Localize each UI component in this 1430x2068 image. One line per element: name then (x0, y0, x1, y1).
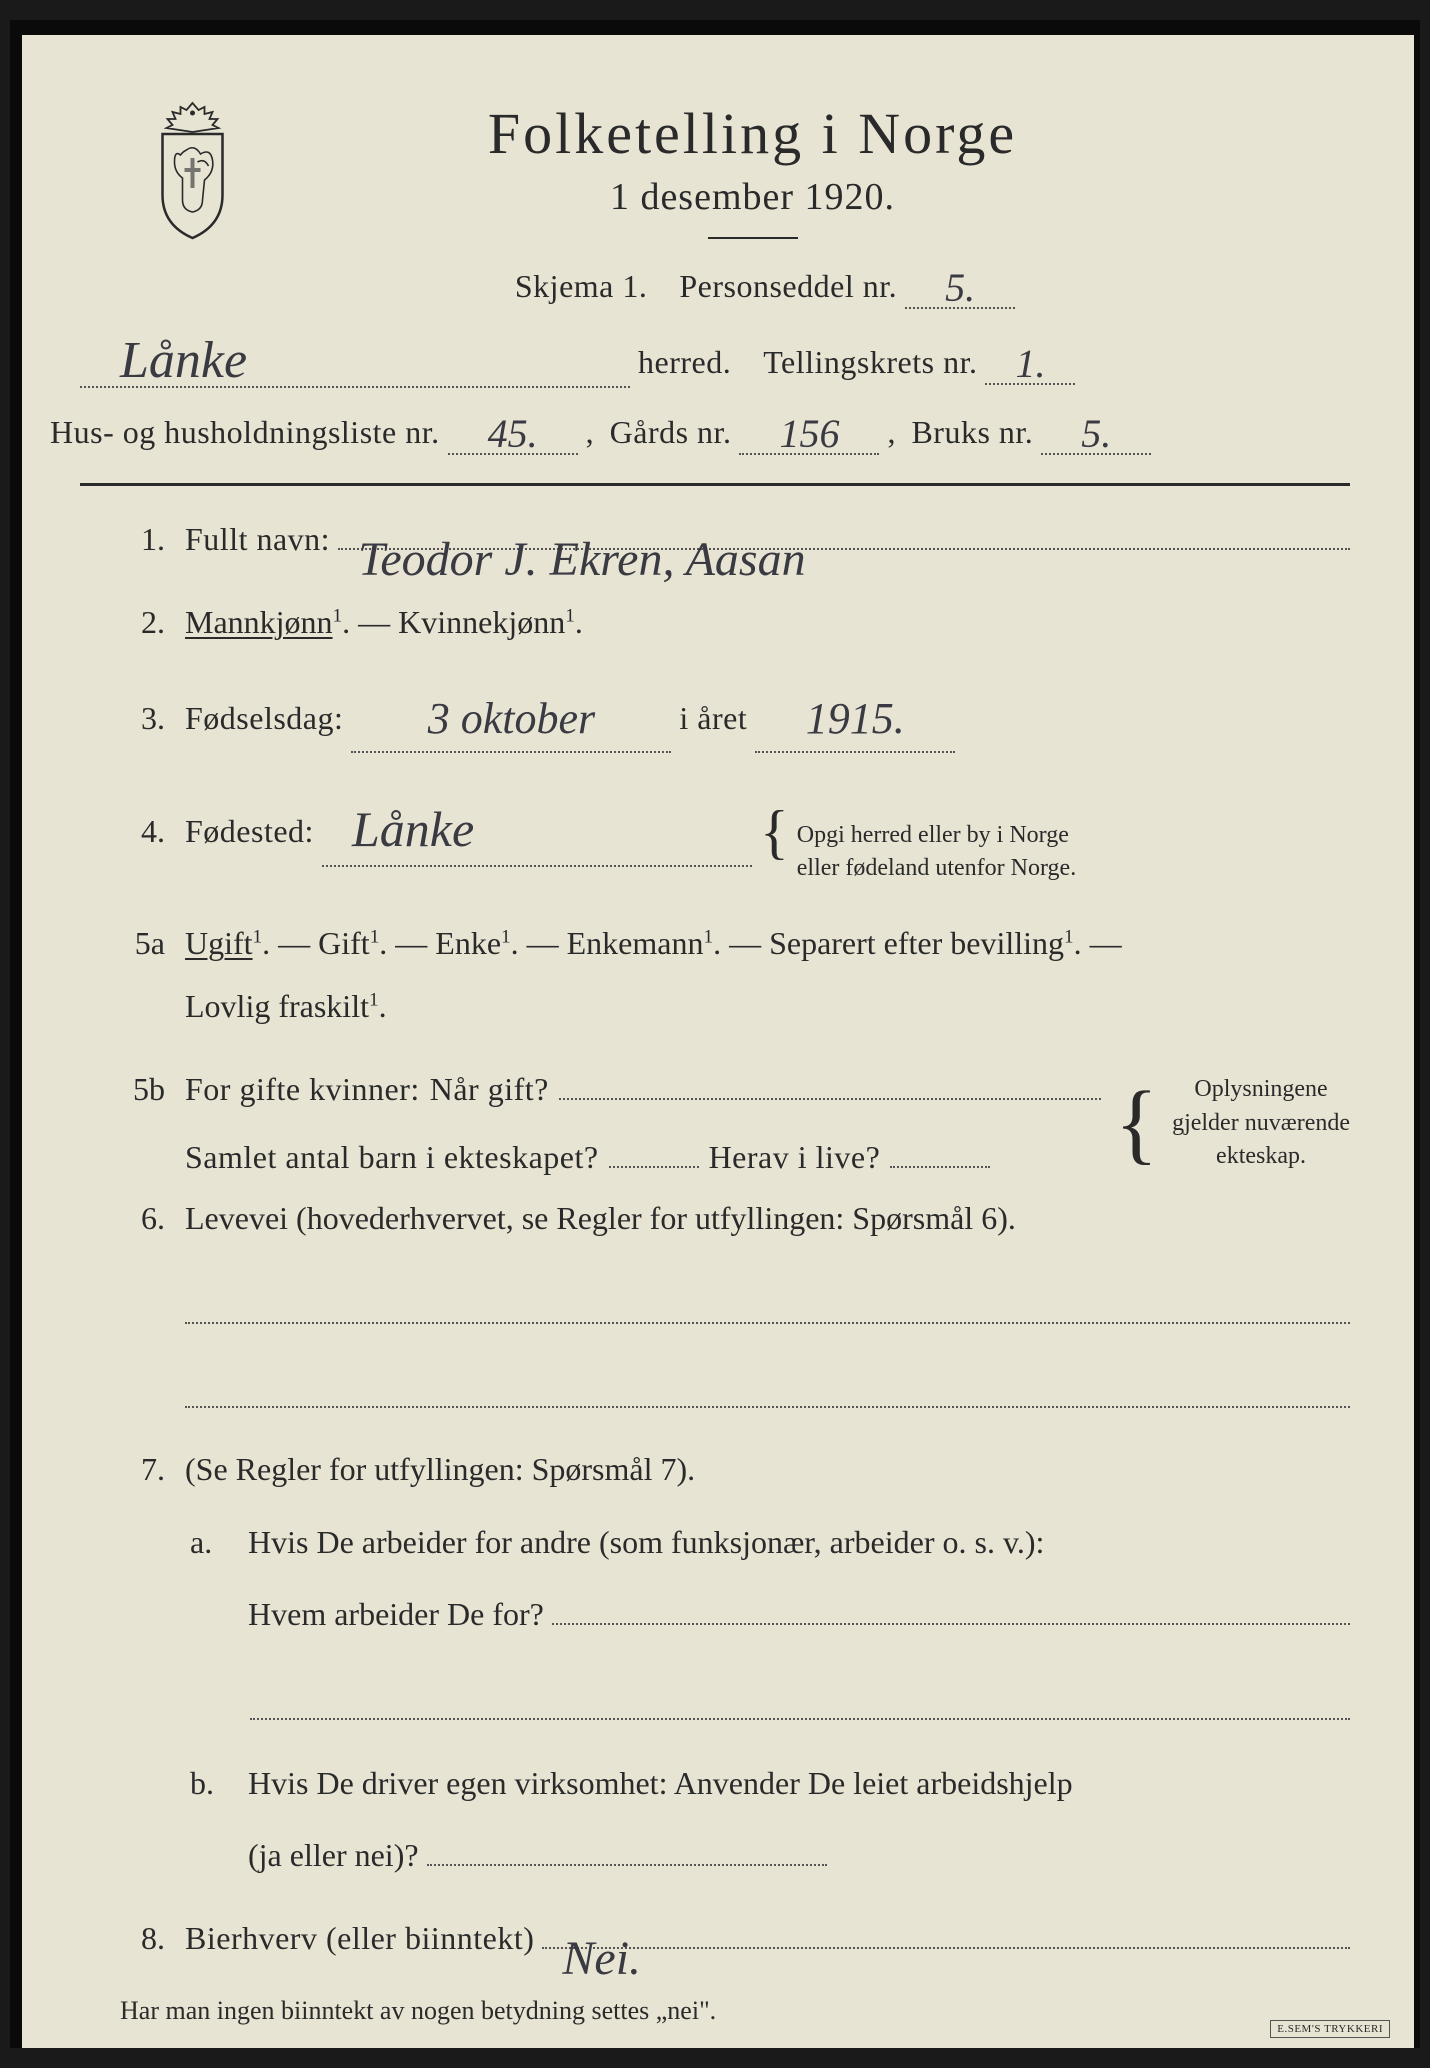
footnote: Har man ingen biinntekt av nogen betydni… (80, 1996, 1350, 2026)
husliste-label: Hus- og husholdningsliste nr. (50, 414, 440, 451)
q5a-opt-separert: Separert efter bevilling (769, 925, 1064, 961)
q3-year-label: i året (679, 693, 747, 744)
bruks-value: 5. (1081, 411, 1111, 456)
scan-border-top (10, 20, 1420, 35)
q7a-letter: a. (190, 1515, 230, 1642)
q7-num: 7. (110, 1444, 165, 1495)
husliste-value: 45. (488, 411, 538, 456)
q4: 4. Fødested: Lånke { Opgi herred eller b… (110, 785, 1350, 886)
schema-label: Skjema 1. (515, 268, 647, 305)
census-form-page: Folketelling i Norge 1 desember 1920. Sk… (10, 20, 1420, 2048)
q7a-blank (250, 1672, 1350, 1720)
q3-num: 3. (110, 693, 165, 744)
husliste-line: Hus- og husholdningsliste nr. 45. , Gård… (50, 406, 1350, 455)
printer-mark: E.SEM'S TRYKKERI (1270, 2020, 1390, 2038)
tellingskrets-value: 1. (1015, 341, 1045, 386)
q5b-note: Oplysningene gjelder nuværende ekteskap. (1172, 1073, 1350, 1174)
q5b-label1: For gifte kvinner: (185, 1064, 420, 1115)
q5b-label4: Herav i live? (709, 1132, 881, 1183)
scan-border-left (10, 20, 22, 2048)
q6: 6. Levevei (hovederhvervet, se Regler fo… (110, 1193, 1350, 1244)
q7b-letter: b. (190, 1756, 230, 1883)
q6-text: Levevei (hovederhvervet, se Regler for u… (185, 1200, 1016, 1236)
herred-value: Lånke (120, 332, 247, 389)
q5a-num: 5a (110, 918, 165, 969)
title-rule (708, 237, 798, 239)
q2: 2. Mannkjønn1. — Kvinnekjønn1. (110, 597, 1350, 648)
q5a-opt-gift: Gift (318, 925, 370, 961)
q6-blank2 (185, 1360, 1350, 1408)
q5b-label2: Når gift? (430, 1064, 549, 1115)
q5a-opt-enke: Enke (435, 925, 501, 961)
schema-line: Skjema 1. Personseddel nr. 5. (80, 260, 1350, 309)
q8-value: Nei. (562, 1921, 641, 1953)
q7a: a. Hvis De arbeider for andre (som funks… (110, 1515, 1350, 1642)
q3-year-value: 1915. (806, 694, 905, 743)
divider (80, 483, 1350, 486)
q1: 1. Fullt navn: Teodor J. Ekren, Aasan (110, 514, 1350, 565)
q6-blank1 (185, 1276, 1350, 1324)
tellingskrets-label: Tellingskrets nr. (763, 344, 977, 381)
q5a: 5a Ugift1. — Gift1. — Enke1. — Enkemann1… (110, 918, 1350, 969)
coat-of-arms-icon (140, 100, 245, 240)
bruks-label: Bruks nr. (911, 414, 1033, 451)
q7b-text1: Hvis De driver egen virksomhet: Anvender… (248, 1756, 1350, 1810)
brace-icon: { (760, 808, 789, 856)
q8-label: Bierhverv (eller biinntekt) (185, 1913, 534, 1964)
title-block: Folketelling i Norge 1 desember 1920. (275, 100, 1350, 239)
herred-label: herred. (638, 344, 731, 381)
q4-value: Lånke (352, 801, 474, 857)
q4-note: Opgi herred eller by i Norge eller fødel… (797, 819, 1076, 886)
gards-value: 156 (779, 411, 839, 456)
q7-intro: (Se Regler for utfyllingen: Spørsmål 7). (185, 1451, 695, 1487)
q8: 8. Bierhverv (eller biinntekt) Nei. (110, 1913, 1350, 1964)
form-header: Folketelling i Norge 1 desember 1920. (80, 100, 1350, 240)
q7: 7. (Se Regler for utfyllingen: Spørsmål … (110, 1444, 1350, 1495)
q1-label: Fullt navn: (185, 514, 330, 565)
q5a-opt-fraskilt: Lovlig fraskilt (185, 988, 369, 1024)
q4-label: Fødested: (185, 806, 314, 857)
q2-num: 2. (110, 597, 165, 648)
q1-num: 1. (110, 514, 165, 565)
q1-value: Teodor J. Ekren, Aasan (358, 522, 806, 554)
questions-block: 1. Fullt navn: Teodor J. Ekren, Aasan 2.… (80, 514, 1350, 1964)
herred-line: Lånke herred. Tellingskrets nr. 1. (80, 327, 1350, 388)
subtitle: 1 desember 1920. (275, 175, 1230, 219)
q8-num: 8. (110, 1913, 165, 1964)
q5a-opt-ugift: Ugift (185, 925, 253, 961)
q4-num: 4. (110, 806, 165, 857)
q2-opt2: Kvinnekjønn (398, 604, 565, 640)
personseddel-label: Personseddel nr. (679, 268, 897, 305)
scan-border-right (1414, 20, 1420, 2048)
gards-label: Gårds nr. (610, 414, 732, 451)
q5b-num: 5b (110, 1064, 165, 1115)
q5a-line2: Lovlig fraskilt1. (110, 981, 1350, 1032)
q7b: b. Hvis De driver egen virksomhet: Anven… (110, 1756, 1350, 1883)
brace-icon: { (1115, 1088, 1158, 1160)
q7a-text1: Hvis De arbeider for andre (som funksjon… (248, 1515, 1350, 1569)
q7a-text2: Hvem arbeider De for? (248, 1587, 544, 1641)
q5b-label3: Samlet antal barn i ekteskapet? (185, 1132, 599, 1183)
q6-num: 6. (110, 1193, 165, 1244)
main-title: Folketelling i Norge (275, 100, 1230, 167)
q3-label: Fødselsdag: (185, 693, 343, 744)
q2-opt1: Mannkjønn (185, 604, 333, 640)
q5a-opt-enkemann: Enkemann (567, 925, 704, 961)
q3-day-value: 3 oktober (428, 694, 595, 743)
personseddel-value: 5. (945, 265, 975, 310)
q3: 3. Fødselsdag: 3 oktober i året 1915. (110, 680, 1350, 752)
q5b: 5b For gifte kvinner: Når gift? Samlet a… (110, 1064, 1350, 1182)
q7b-text2: (ja eller nei)? (248, 1828, 419, 1882)
